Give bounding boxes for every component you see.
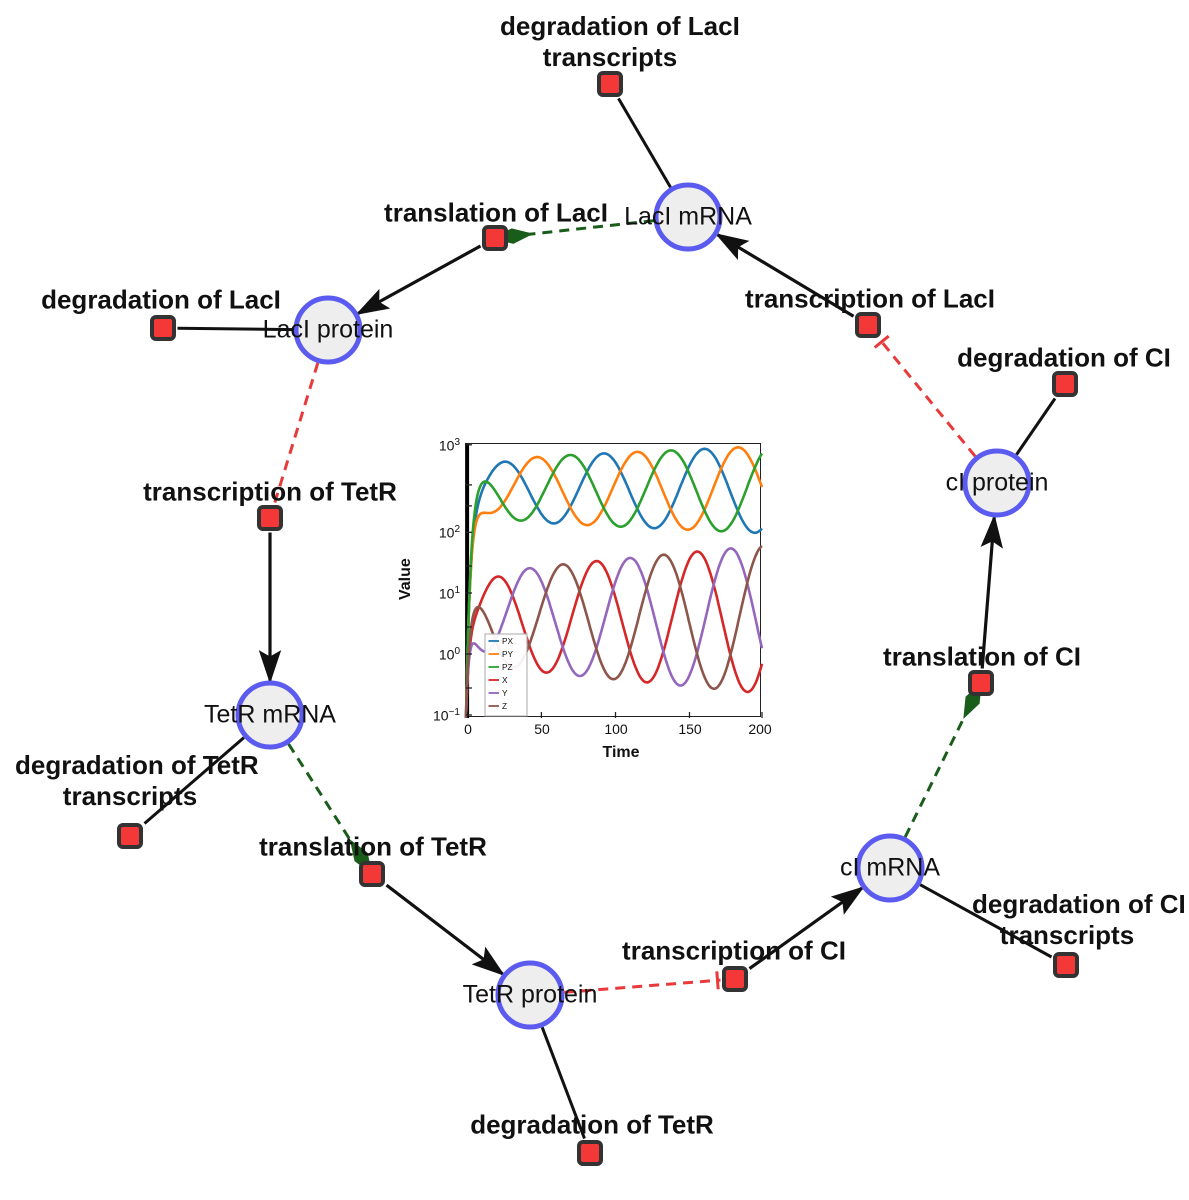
svg-text:Y: Y <box>502 688 508 698</box>
svg-text:PZ: PZ <box>502 662 513 672</box>
svg-text:Z: Z <box>502 701 507 711</box>
svg-text:X: X <box>502 675 508 685</box>
svg-text:PY: PY <box>502 649 514 659</box>
svg-text:PX: PX <box>502 636 514 646</box>
